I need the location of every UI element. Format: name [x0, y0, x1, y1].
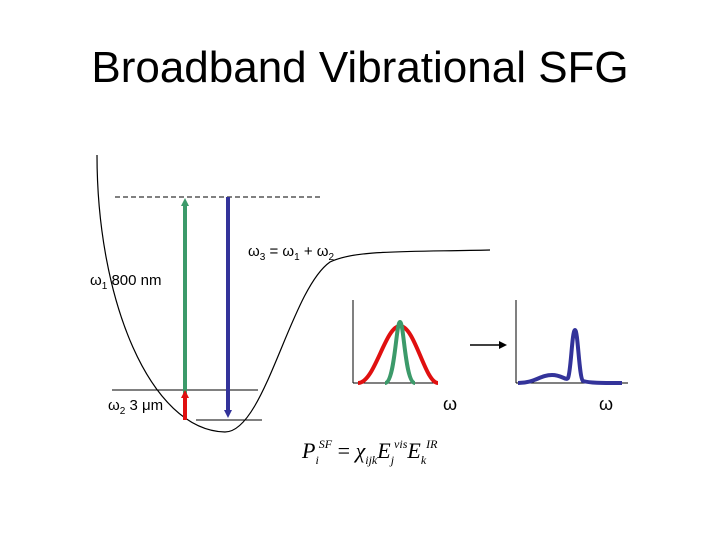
- axis-label: ω: [443, 394, 457, 414]
- eq-part: j: [389, 453, 395, 467]
- equation: PiSF = χijkEjvisEkIR: [301, 437, 438, 467]
- label-part: ω: [108, 397, 120, 414]
- label-part: 3 μm: [125, 397, 163, 414]
- sfg-signal: [517, 327, 623, 385]
- label-part: 3: [260, 252, 266, 263]
- eq-part: k: [421, 453, 427, 467]
- input-spectrum: ω: [352, 300, 457, 414]
- visible-pulse: [383, 319, 417, 385]
- eq-part: i: [315, 453, 318, 467]
- axis-label: ω: [599, 394, 613, 414]
- label-part: 1: [102, 281, 108, 292]
- label-part: + ω: [300, 243, 329, 260]
- eq-part: P: [301, 438, 315, 463]
- eq-part: χ: [354, 438, 367, 463]
- potential-curve: [96, 154, 491, 433]
- ir-label: ω2 3 μm: [108, 397, 163, 417]
- title: Broadband Vibrational SFG: [91, 43, 628, 92]
- eq-part: vis: [394, 437, 408, 451]
- eq-part: IR: [425, 437, 438, 451]
- eq-part: =: [332, 438, 355, 463]
- output-spectrum: ω: [515, 300, 628, 414]
- visible-label: ω1 800 nm: [90, 272, 161, 292]
- label-part: 2: [120, 406, 126, 417]
- eq-part: E: [406, 438, 421, 463]
- label-part: 2: [328, 252, 334, 263]
- eq-part: E: [376, 438, 391, 463]
- eq-part: ijk: [365, 453, 378, 467]
- label-part: 800 nm: [107, 272, 161, 289]
- label-part: = ω: [265, 243, 294, 260]
- sum-label: ω3 = ω1 + ω2: [248, 243, 334, 263]
- label-part: 1: [294, 252, 300, 263]
- label-part: ω: [248, 243, 260, 260]
- label-part: ω: [90, 272, 102, 289]
- eq-part: SF: [319, 437, 333, 451]
